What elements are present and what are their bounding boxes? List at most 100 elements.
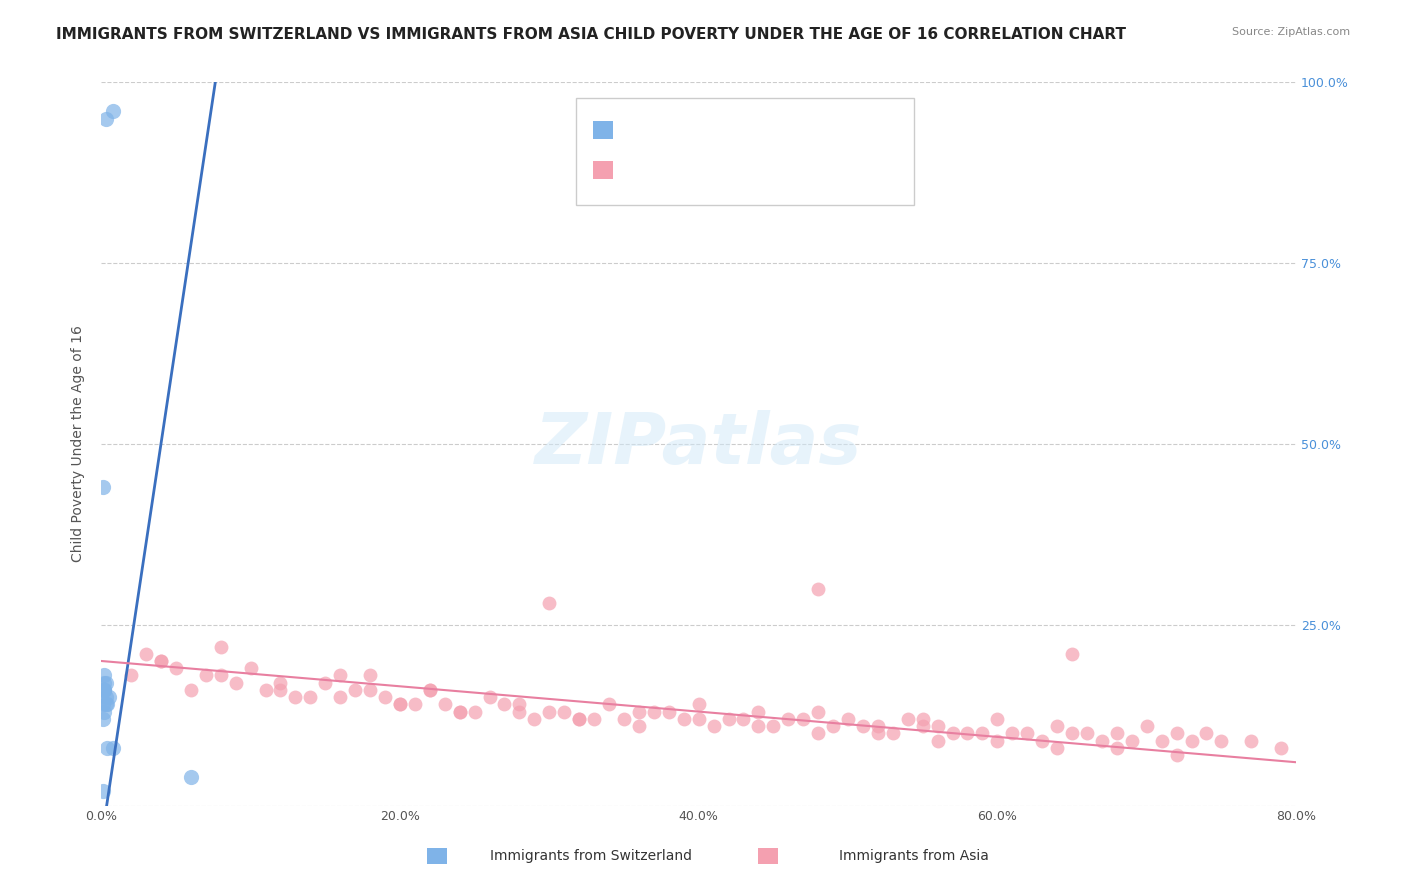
Point bbox=[97, 690, 120, 705]
Point bbox=[269, 675, 291, 690]
Point bbox=[1091, 733, 1114, 747]
Text: R =: R = bbox=[607, 162, 641, 177]
Point bbox=[359, 682, 381, 697]
Point bbox=[359, 668, 381, 682]
Point bbox=[688, 712, 710, 726]
Point bbox=[388, 698, 411, 712]
Point bbox=[717, 712, 740, 726]
Point bbox=[538, 705, 561, 719]
Point bbox=[93, 682, 115, 697]
Point bbox=[1211, 733, 1233, 747]
Point bbox=[911, 712, 934, 726]
Point bbox=[658, 705, 681, 719]
Point bbox=[508, 698, 530, 712]
Point bbox=[1076, 726, 1098, 740]
Text: N =: N = bbox=[706, 122, 740, 136]
Point bbox=[284, 690, 307, 705]
Point bbox=[94, 690, 117, 705]
Point bbox=[941, 726, 963, 740]
Point bbox=[747, 719, 769, 733]
Point bbox=[149, 654, 172, 668]
Point bbox=[101, 104, 124, 119]
Point bbox=[209, 640, 232, 654]
Point bbox=[1240, 733, 1263, 747]
Point bbox=[225, 675, 247, 690]
Point bbox=[568, 712, 591, 726]
Point bbox=[703, 719, 725, 733]
Point bbox=[165, 661, 187, 675]
Text: ZIPatlas: ZIPatlas bbox=[534, 409, 862, 478]
Point bbox=[93, 668, 115, 682]
Point bbox=[538, 596, 561, 610]
Text: R =: R = bbox=[607, 122, 641, 136]
Point bbox=[778, 712, 800, 726]
Point bbox=[733, 712, 755, 726]
Point bbox=[882, 726, 904, 740]
Point bbox=[1166, 726, 1188, 740]
Point bbox=[1060, 726, 1083, 740]
Point bbox=[598, 698, 620, 712]
Text: IMMIGRANTS FROM SWITZERLAND VS IMMIGRANTS FROM ASIA CHILD POVERTY UNDER THE AGE : IMMIGRANTS FROM SWITZERLAND VS IMMIGRANT… bbox=[56, 27, 1126, 42]
Point bbox=[96, 698, 118, 712]
Point bbox=[93, 705, 115, 719]
Point bbox=[927, 719, 949, 733]
Point bbox=[568, 712, 591, 726]
Point bbox=[94, 698, 117, 712]
Point bbox=[419, 682, 441, 697]
Point bbox=[837, 712, 859, 726]
Point bbox=[956, 726, 979, 740]
Point bbox=[627, 719, 650, 733]
Text: 100: 100 bbox=[738, 162, 770, 177]
Point bbox=[1046, 719, 1069, 733]
Point bbox=[627, 705, 650, 719]
Point bbox=[91, 480, 114, 494]
Point bbox=[792, 712, 814, 726]
Text: 20: 20 bbox=[738, 122, 759, 136]
Point bbox=[553, 705, 575, 719]
Point bbox=[807, 726, 830, 740]
Point bbox=[613, 712, 636, 726]
Text: Immigrants from Asia: Immigrants from Asia bbox=[839, 849, 988, 863]
Point bbox=[329, 690, 352, 705]
Point bbox=[404, 698, 426, 712]
Point bbox=[823, 719, 845, 733]
Point bbox=[149, 654, 172, 668]
Point bbox=[1136, 719, 1159, 733]
Point bbox=[1046, 740, 1069, 755]
Point bbox=[254, 682, 277, 697]
Point bbox=[1105, 726, 1128, 740]
Point bbox=[180, 770, 202, 784]
Point bbox=[478, 690, 501, 705]
Point bbox=[209, 668, 232, 682]
Point bbox=[299, 690, 322, 705]
Text: N =: N = bbox=[706, 162, 740, 177]
Point bbox=[1195, 726, 1218, 740]
Text: Immigrants from Switzerland: Immigrants from Switzerland bbox=[489, 849, 692, 863]
Point bbox=[866, 726, 889, 740]
Point bbox=[927, 733, 949, 747]
Point bbox=[91, 698, 114, 712]
Point bbox=[523, 712, 546, 726]
Point bbox=[1121, 733, 1143, 747]
Point bbox=[852, 719, 875, 733]
Point bbox=[508, 705, 530, 719]
Point bbox=[329, 668, 352, 682]
Point bbox=[807, 705, 830, 719]
Point bbox=[911, 719, 934, 733]
Point bbox=[91, 784, 114, 798]
Point bbox=[1180, 733, 1202, 747]
Point bbox=[1150, 733, 1173, 747]
Y-axis label: Child Poverty Under the Age of 16: Child Poverty Under the Age of 16 bbox=[72, 326, 86, 563]
Point bbox=[688, 698, 710, 712]
Point bbox=[101, 740, 124, 755]
Text: Source: ZipAtlas.com: Source: ZipAtlas.com bbox=[1232, 27, 1350, 37]
Text: -0.440: -0.440 bbox=[650, 162, 704, 177]
Point bbox=[449, 705, 471, 719]
Point bbox=[120, 668, 142, 682]
Point bbox=[93, 682, 115, 697]
Point bbox=[1017, 726, 1039, 740]
Point bbox=[96, 740, 118, 755]
Point bbox=[344, 682, 367, 697]
Point bbox=[94, 675, 117, 690]
Point bbox=[194, 668, 217, 682]
